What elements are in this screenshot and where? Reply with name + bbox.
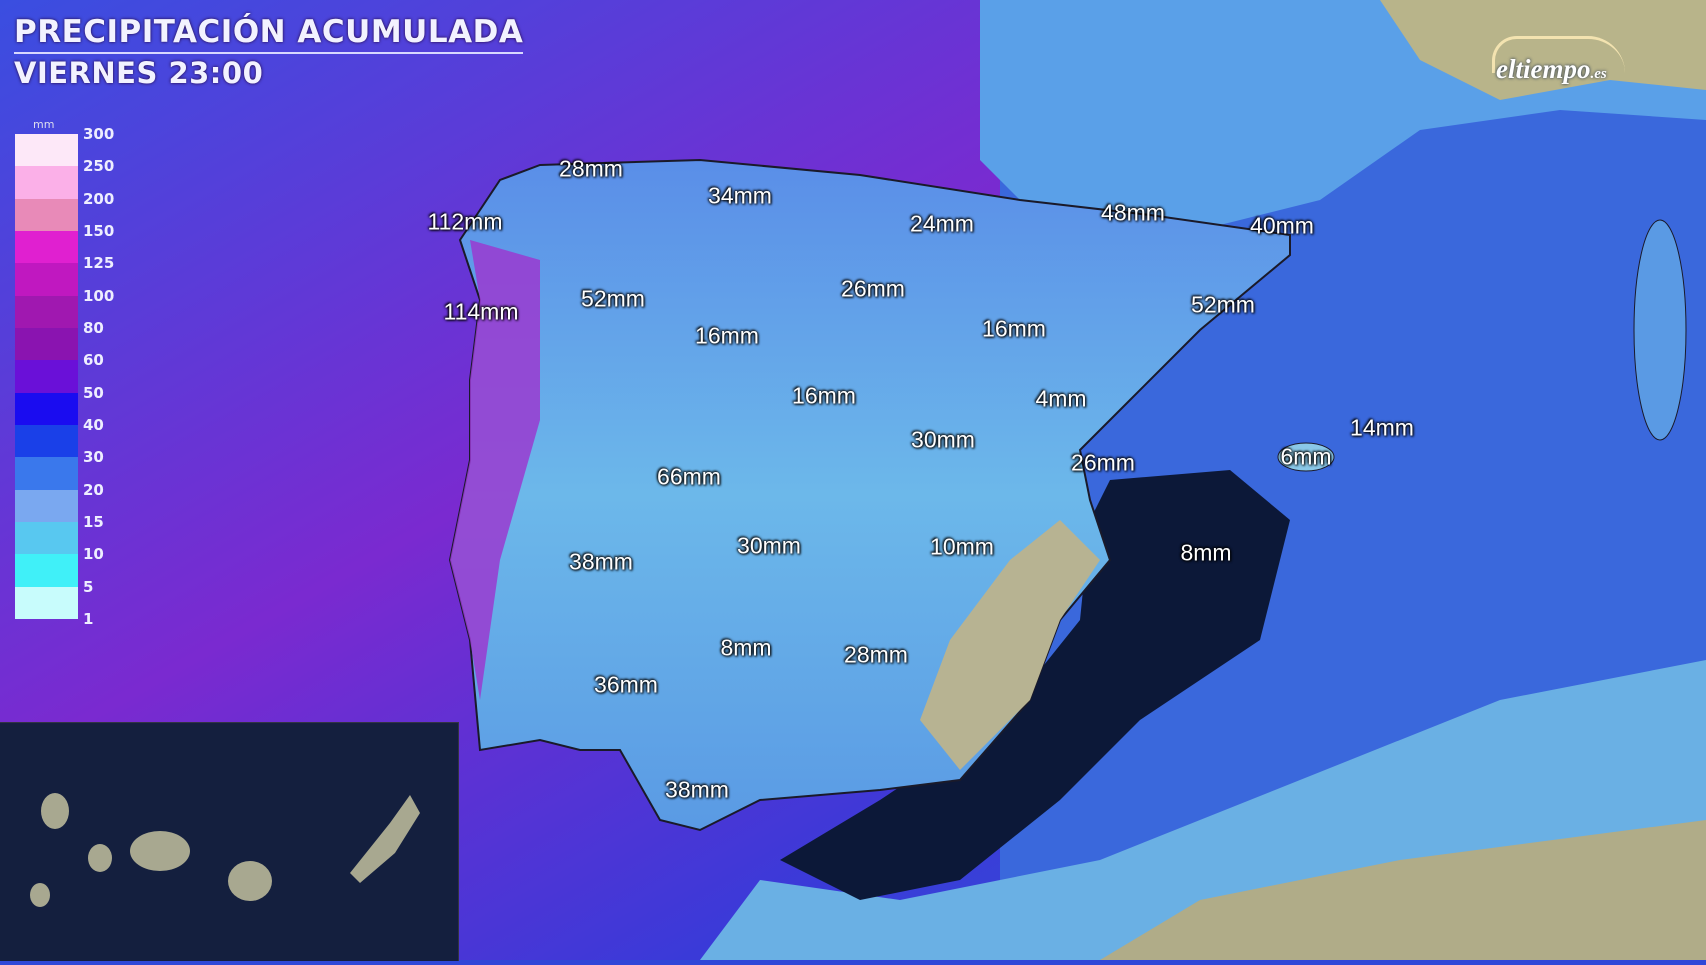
legend-label: 20 bbox=[83, 480, 104, 499]
legend-label: 10 bbox=[83, 545, 104, 564]
precipitation-amount: 4mm bbox=[1035, 385, 1087, 412]
precipitation-amount: 14mm bbox=[1350, 414, 1414, 441]
precipitation-amount: 16mm bbox=[695, 322, 759, 349]
precipitation-amount: 6mm bbox=[1280, 443, 1332, 470]
legend-label: 300 bbox=[83, 125, 115, 143]
legend-band bbox=[15, 489, 78, 522]
legend-band bbox=[15, 327, 78, 361]
precipitation-amount: 16mm bbox=[792, 382, 856, 409]
map-title: PRECIPITACIÓN ACUMULADA bbox=[14, 14, 524, 54]
legend-band bbox=[15, 263, 78, 296]
legend-band bbox=[15, 554, 78, 587]
legend-label: 200 bbox=[83, 189, 115, 208]
precipitation-amount: 26mm bbox=[1071, 449, 1135, 476]
precipitation-amount: 26mm bbox=[841, 275, 905, 302]
legend-label: 60 bbox=[83, 351, 104, 370]
legend-label: 40 bbox=[83, 416, 104, 434]
precipitation-amount: 8mm bbox=[720, 634, 772, 661]
legend-label: 30 bbox=[83, 448, 104, 467]
canary-islands-inset bbox=[0, 722, 459, 961]
legend-band bbox=[15, 295, 78, 328]
precipitation-amount: 52mm bbox=[1191, 291, 1255, 318]
brand-logo: eltiempo.es bbox=[1496, 54, 1607, 84]
legend-band bbox=[15, 457, 78, 490]
legend-band bbox=[15, 392, 78, 425]
portugal-wet-zone bbox=[450, 240, 540, 700]
canary-islands-map bbox=[30, 793, 420, 907]
balearic-islands bbox=[1277, 442, 1335, 472]
dry-southeast-land bbox=[920, 520, 1100, 770]
legend-label: 80 bbox=[83, 319, 104, 337]
precipitation-amount: 52mm bbox=[581, 285, 645, 312]
precipitation-amount: 38mm bbox=[569, 548, 633, 575]
legend-unit: mm bbox=[33, 118, 55, 131]
legend-band bbox=[15, 198, 78, 231]
precipitation-amount: 114mm bbox=[443, 298, 519, 325]
precipitation-amount: 28mm bbox=[844, 641, 908, 668]
precipitation-amount: 30mm bbox=[737, 532, 801, 559]
legend-label: 250 bbox=[83, 157, 115, 176]
legend-label: 15 bbox=[83, 513, 104, 531]
legend-band bbox=[15, 360, 78, 393]
legend-color-bar bbox=[15, 134, 78, 619]
legend-band bbox=[15, 521, 78, 555]
precipitation-amount: 34mm bbox=[708, 182, 772, 209]
legend-band bbox=[15, 586, 78, 619]
legend-label: 125 bbox=[83, 254, 115, 273]
precipitation-amount: 40mm bbox=[1250, 212, 1314, 239]
precipitation-amount: 8mm bbox=[1180, 539, 1232, 566]
precipitation-amount: 30mm bbox=[911, 426, 975, 453]
legend-band bbox=[15, 230, 78, 264]
legend-band bbox=[15, 166, 78, 199]
legend-label: 1 bbox=[83, 610, 94, 628]
legend-label: 150 bbox=[83, 222, 115, 240]
corsica-sardinia bbox=[1633, 219, 1687, 441]
legend-label: 5 bbox=[83, 577, 94, 596]
precipitation-amount: 16mm bbox=[982, 315, 1046, 342]
logo-cloud-icon bbox=[1492, 36, 1625, 73]
legend-band bbox=[15, 134, 78, 167]
legend-label: 50 bbox=[83, 383, 104, 402]
legend-band bbox=[15, 424, 78, 458]
legend-label: 100 bbox=[83, 286, 115, 305]
precipitation-amount: 66mm bbox=[657, 463, 721, 490]
africa-desert bbox=[1100, 820, 1706, 960]
map-subtitle: VIERNES 23:00 bbox=[14, 56, 264, 90]
precipitation-amount: 10mm bbox=[930, 533, 994, 560]
precipitation-amount: 48mm bbox=[1101, 199, 1165, 226]
precipitation-amount: 36mm bbox=[594, 671, 658, 698]
precipitation-amount: 28mm bbox=[559, 155, 623, 182]
precipitation-amount: 38mm bbox=[665, 776, 729, 803]
precipitation-amount: 112mm bbox=[427, 208, 503, 235]
precipitation-amount: 24mm bbox=[910, 210, 974, 237]
